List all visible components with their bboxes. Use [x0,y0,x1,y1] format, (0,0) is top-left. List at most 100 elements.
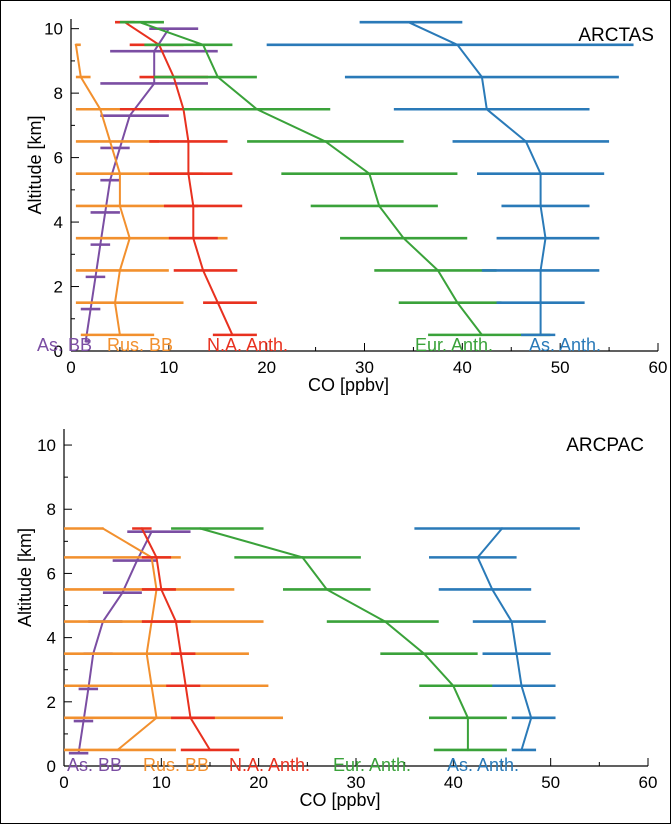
y-tick-label: 2 [47,693,56,712]
data-point [199,527,202,530]
data-point [77,751,80,755]
data-point [118,146,122,150]
data-point [79,75,82,79]
data-point [539,301,542,304]
x-tick-label: 20 [257,358,276,377]
data-point [74,43,78,46]
data-point [539,269,542,272]
data-point [118,204,122,208]
data-point [152,82,156,85]
data-point [108,140,112,143]
profile-line [102,527,158,751]
series-na-anth [132,527,240,752]
data-point [456,301,459,304]
data-point [208,748,212,752]
profile-line [139,21,483,336]
data-point [422,652,426,655]
data-point [155,716,158,720]
legend-na-anth: N.A. Anth. [229,755,310,775]
y-tick-label: 8 [54,84,63,103]
data-point [187,172,190,175]
legend-rus-bb: Rus. BB [143,755,209,775]
y-tick-label: 0 [47,757,56,776]
x-tick-label: 30 [347,773,366,792]
data-point [539,172,542,175]
y-tick-label: 4 [47,629,56,648]
profile-line [200,527,469,750]
series-eur-anth [171,527,507,752]
y-tick-label: 0 [54,342,63,361]
profile-line [77,531,153,754]
legend-na-anth: N.A. Anth. [207,335,288,355]
series-as-bb [80,27,218,343]
data-point [480,333,484,337]
x-tick-label: 40 [453,358,472,377]
data-point [99,243,102,246]
data-point [510,620,513,623]
data-point [138,21,141,24]
data-point [118,269,122,272]
legend-as-anth: As. Anth. [529,335,601,355]
y-tick-label: 6 [47,564,56,583]
series-as-anth [414,527,580,752]
series-eur-anth [119,20,551,337]
data-point [84,340,87,343]
data-point [216,301,219,304]
data-point [384,620,387,623]
data-point [192,204,195,208]
series-as-bb [68,530,191,755]
data-point [184,684,187,687]
data-point [118,172,122,175]
data-point [104,211,107,214]
data-point [89,307,92,311]
data-point [407,21,410,24]
x-tick-label: 60 [649,358,668,377]
data-point [167,27,171,30]
x-tick-label: 0 [66,358,75,377]
x-tick-label: 60 [639,773,658,792]
x-axis-label: CO [ppbv] [299,790,380,810]
y-tick-label: 10 [44,20,63,39]
legend-as-anth: As. Anth. [447,755,519,775]
data-point [485,108,488,111]
data-point [155,556,158,559]
data-point [82,719,85,723]
data-point [152,50,156,53]
data-point [466,716,470,720]
x-tick-label: 50 [541,773,560,792]
profile-line [141,528,211,751]
data-point [145,652,148,655]
profile-line [74,44,131,336]
data-point [539,333,542,337]
y-tick-label: 10 [37,436,56,455]
series-as-anth [266,20,634,337]
series-na-anth [115,20,257,337]
data-point [402,236,405,240]
data-point [150,684,153,687]
x-tick-label: 20 [249,773,268,792]
profile-line [476,527,533,751]
data-point [128,114,131,117]
data-point [491,588,494,591]
y-tick-label: 8 [47,500,56,519]
data-point [121,591,124,594]
x-tick-label: 40 [444,773,463,792]
x-tick-label: 10 [159,358,178,377]
data-point [515,652,518,655]
data-point [201,269,205,272]
data-point [520,684,523,687]
data-point [108,178,112,182]
data-point [466,748,470,752]
y-tick-label: 6 [54,149,63,168]
x-tick-label: 50 [551,358,570,377]
data-point [255,108,259,111]
data-point [116,748,119,752]
data-point [368,172,371,175]
legend-rus-bb: Rus. BB [107,335,173,355]
data-point [452,684,455,687]
data-point [480,75,484,79]
chart-panel-arctas: 0 10 20 30 40 50 60 0 2 4 6 8 10 CO [ppbv] Altitude [k… [25,19,667,395]
profile-line [84,28,170,342]
